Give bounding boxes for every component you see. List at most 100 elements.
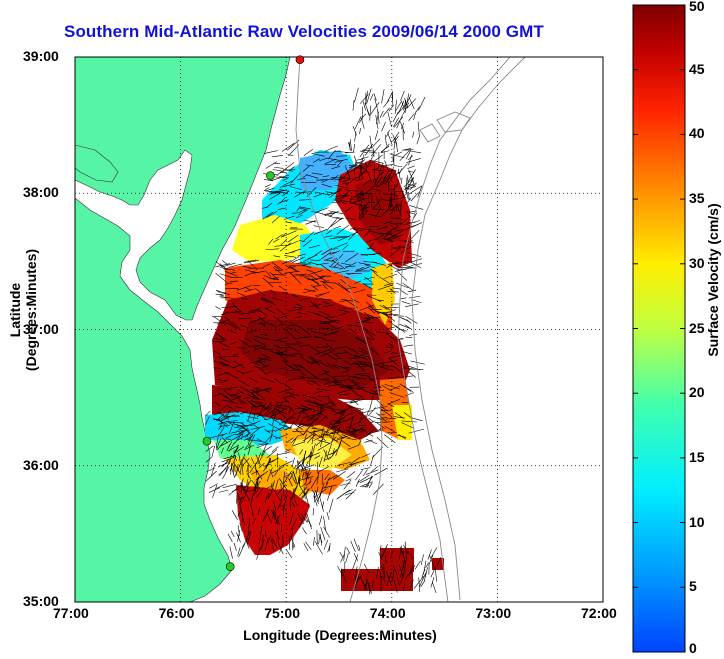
velocity-arrow xyxy=(373,93,377,101)
grid-lines xyxy=(75,57,603,602)
velocity-arrow xyxy=(303,219,317,223)
velocity-arrow xyxy=(408,113,415,122)
velocity-arrow xyxy=(266,449,278,459)
velocity-arrow xyxy=(382,199,391,202)
colorbar-label: Surface Velocity (cm/s) xyxy=(705,203,721,357)
x-tick-label: 75:00 xyxy=(264,605,300,621)
velocity-arrow xyxy=(223,455,236,460)
velocity-arrow xyxy=(323,539,329,550)
velocity-arrow xyxy=(405,186,417,190)
velocity-arrow xyxy=(355,478,360,487)
velocity-arrow xyxy=(377,299,384,302)
velocity-arrow xyxy=(275,337,288,341)
velocity-arrow xyxy=(247,330,257,333)
velocity-arrow xyxy=(349,164,358,169)
velocity-arrow xyxy=(230,530,235,538)
velocity-arrow xyxy=(374,383,382,388)
velocity-arrow xyxy=(231,510,238,520)
velocity-arrow xyxy=(216,413,225,421)
velocity-arrow xyxy=(280,460,293,467)
velocity-arrow xyxy=(321,413,329,419)
velocity-arrow xyxy=(254,287,265,296)
velocity-arrow xyxy=(249,462,258,473)
velocity-arrow xyxy=(322,212,337,215)
velocity-arrow xyxy=(321,281,334,290)
velocity-arrow xyxy=(303,487,306,500)
x-tick-label: 77:00 xyxy=(53,605,89,621)
velocity-arrow xyxy=(321,183,332,188)
velocity-arrow xyxy=(210,462,216,477)
velocity-arrow xyxy=(266,210,278,218)
velocity-arrow xyxy=(281,230,297,238)
velocity-arrow xyxy=(395,228,409,231)
velocity-arrow xyxy=(340,279,351,288)
velocity-arrow xyxy=(309,304,322,307)
velocity-arrow xyxy=(324,317,339,324)
velocity-arrow xyxy=(366,238,378,243)
velocity-arrow xyxy=(338,312,348,317)
velocity-arrow xyxy=(394,151,403,156)
velocity-arrow xyxy=(291,527,294,539)
velocity-arrow xyxy=(229,454,232,464)
velocity-arrow xyxy=(388,196,396,212)
velocity-arrow xyxy=(375,331,390,334)
velocity-arrow xyxy=(256,438,269,445)
velocity-arrow xyxy=(239,503,243,516)
velocity-arrow xyxy=(393,365,403,374)
velocity-arrow xyxy=(404,185,409,200)
colorbar-tick-label: 30 xyxy=(689,254,705,271)
velocity-arrow xyxy=(282,534,284,545)
velocity-arrow xyxy=(215,293,224,296)
velocity-arrow xyxy=(325,477,331,485)
velocity-arrow xyxy=(389,265,400,271)
velocity-arrow xyxy=(383,227,395,239)
velocity-arrow xyxy=(367,151,377,154)
velocity-arrow xyxy=(227,421,234,426)
velocity-arrow xyxy=(288,478,293,487)
velocity-arrow xyxy=(278,285,287,291)
velocity-arrow xyxy=(348,354,365,360)
velocity-arrow xyxy=(383,313,390,315)
velocity-arrow xyxy=(299,326,311,336)
velocity-arrow xyxy=(296,273,307,276)
velocity-arrow xyxy=(325,432,335,436)
velocity-arrow xyxy=(347,324,362,327)
velocity-arrow xyxy=(245,269,259,274)
velocity-arrow xyxy=(425,562,430,569)
velocity-arrow xyxy=(219,420,223,429)
velocity-arrow xyxy=(319,371,330,376)
velocity-arrow xyxy=(291,537,294,548)
velocity-arrow xyxy=(406,98,417,109)
velocity-arrow xyxy=(278,478,288,491)
velocity-arrow xyxy=(292,306,303,309)
velocity-arrow xyxy=(377,226,388,230)
velocity-arrow xyxy=(272,435,281,439)
velocity-arrow xyxy=(348,406,362,410)
velocity-arrow xyxy=(355,267,365,271)
velocity-arrow xyxy=(338,393,350,396)
velocity-arrow xyxy=(370,268,379,277)
velocity-arrow xyxy=(343,479,352,490)
velocity-arrow xyxy=(270,323,278,328)
velocity-arrow xyxy=(322,431,326,438)
velocity-arrow xyxy=(255,387,269,393)
velocity-arrow xyxy=(313,193,323,198)
velocity-arrow xyxy=(293,477,301,493)
velocity-arrow xyxy=(329,446,340,460)
velocity-arrow xyxy=(305,492,310,508)
velocity-arrow xyxy=(380,150,390,154)
velocity-arrow xyxy=(360,481,373,487)
velocity-arrow xyxy=(332,201,340,204)
velocity-arrow xyxy=(402,550,406,565)
velocity-arrow xyxy=(355,158,363,161)
velocity-arrow xyxy=(274,244,287,247)
velocity-arrow xyxy=(351,356,368,360)
velocity-arrow xyxy=(264,190,277,193)
velocity-arrow xyxy=(384,221,391,224)
velocity-arrow xyxy=(291,457,295,468)
velocity-arrow xyxy=(366,438,378,445)
velocity-arrow xyxy=(289,308,302,312)
velocity-arrow xyxy=(274,479,279,491)
velocity-arrow xyxy=(384,173,391,180)
velocity-arrow xyxy=(366,247,376,250)
